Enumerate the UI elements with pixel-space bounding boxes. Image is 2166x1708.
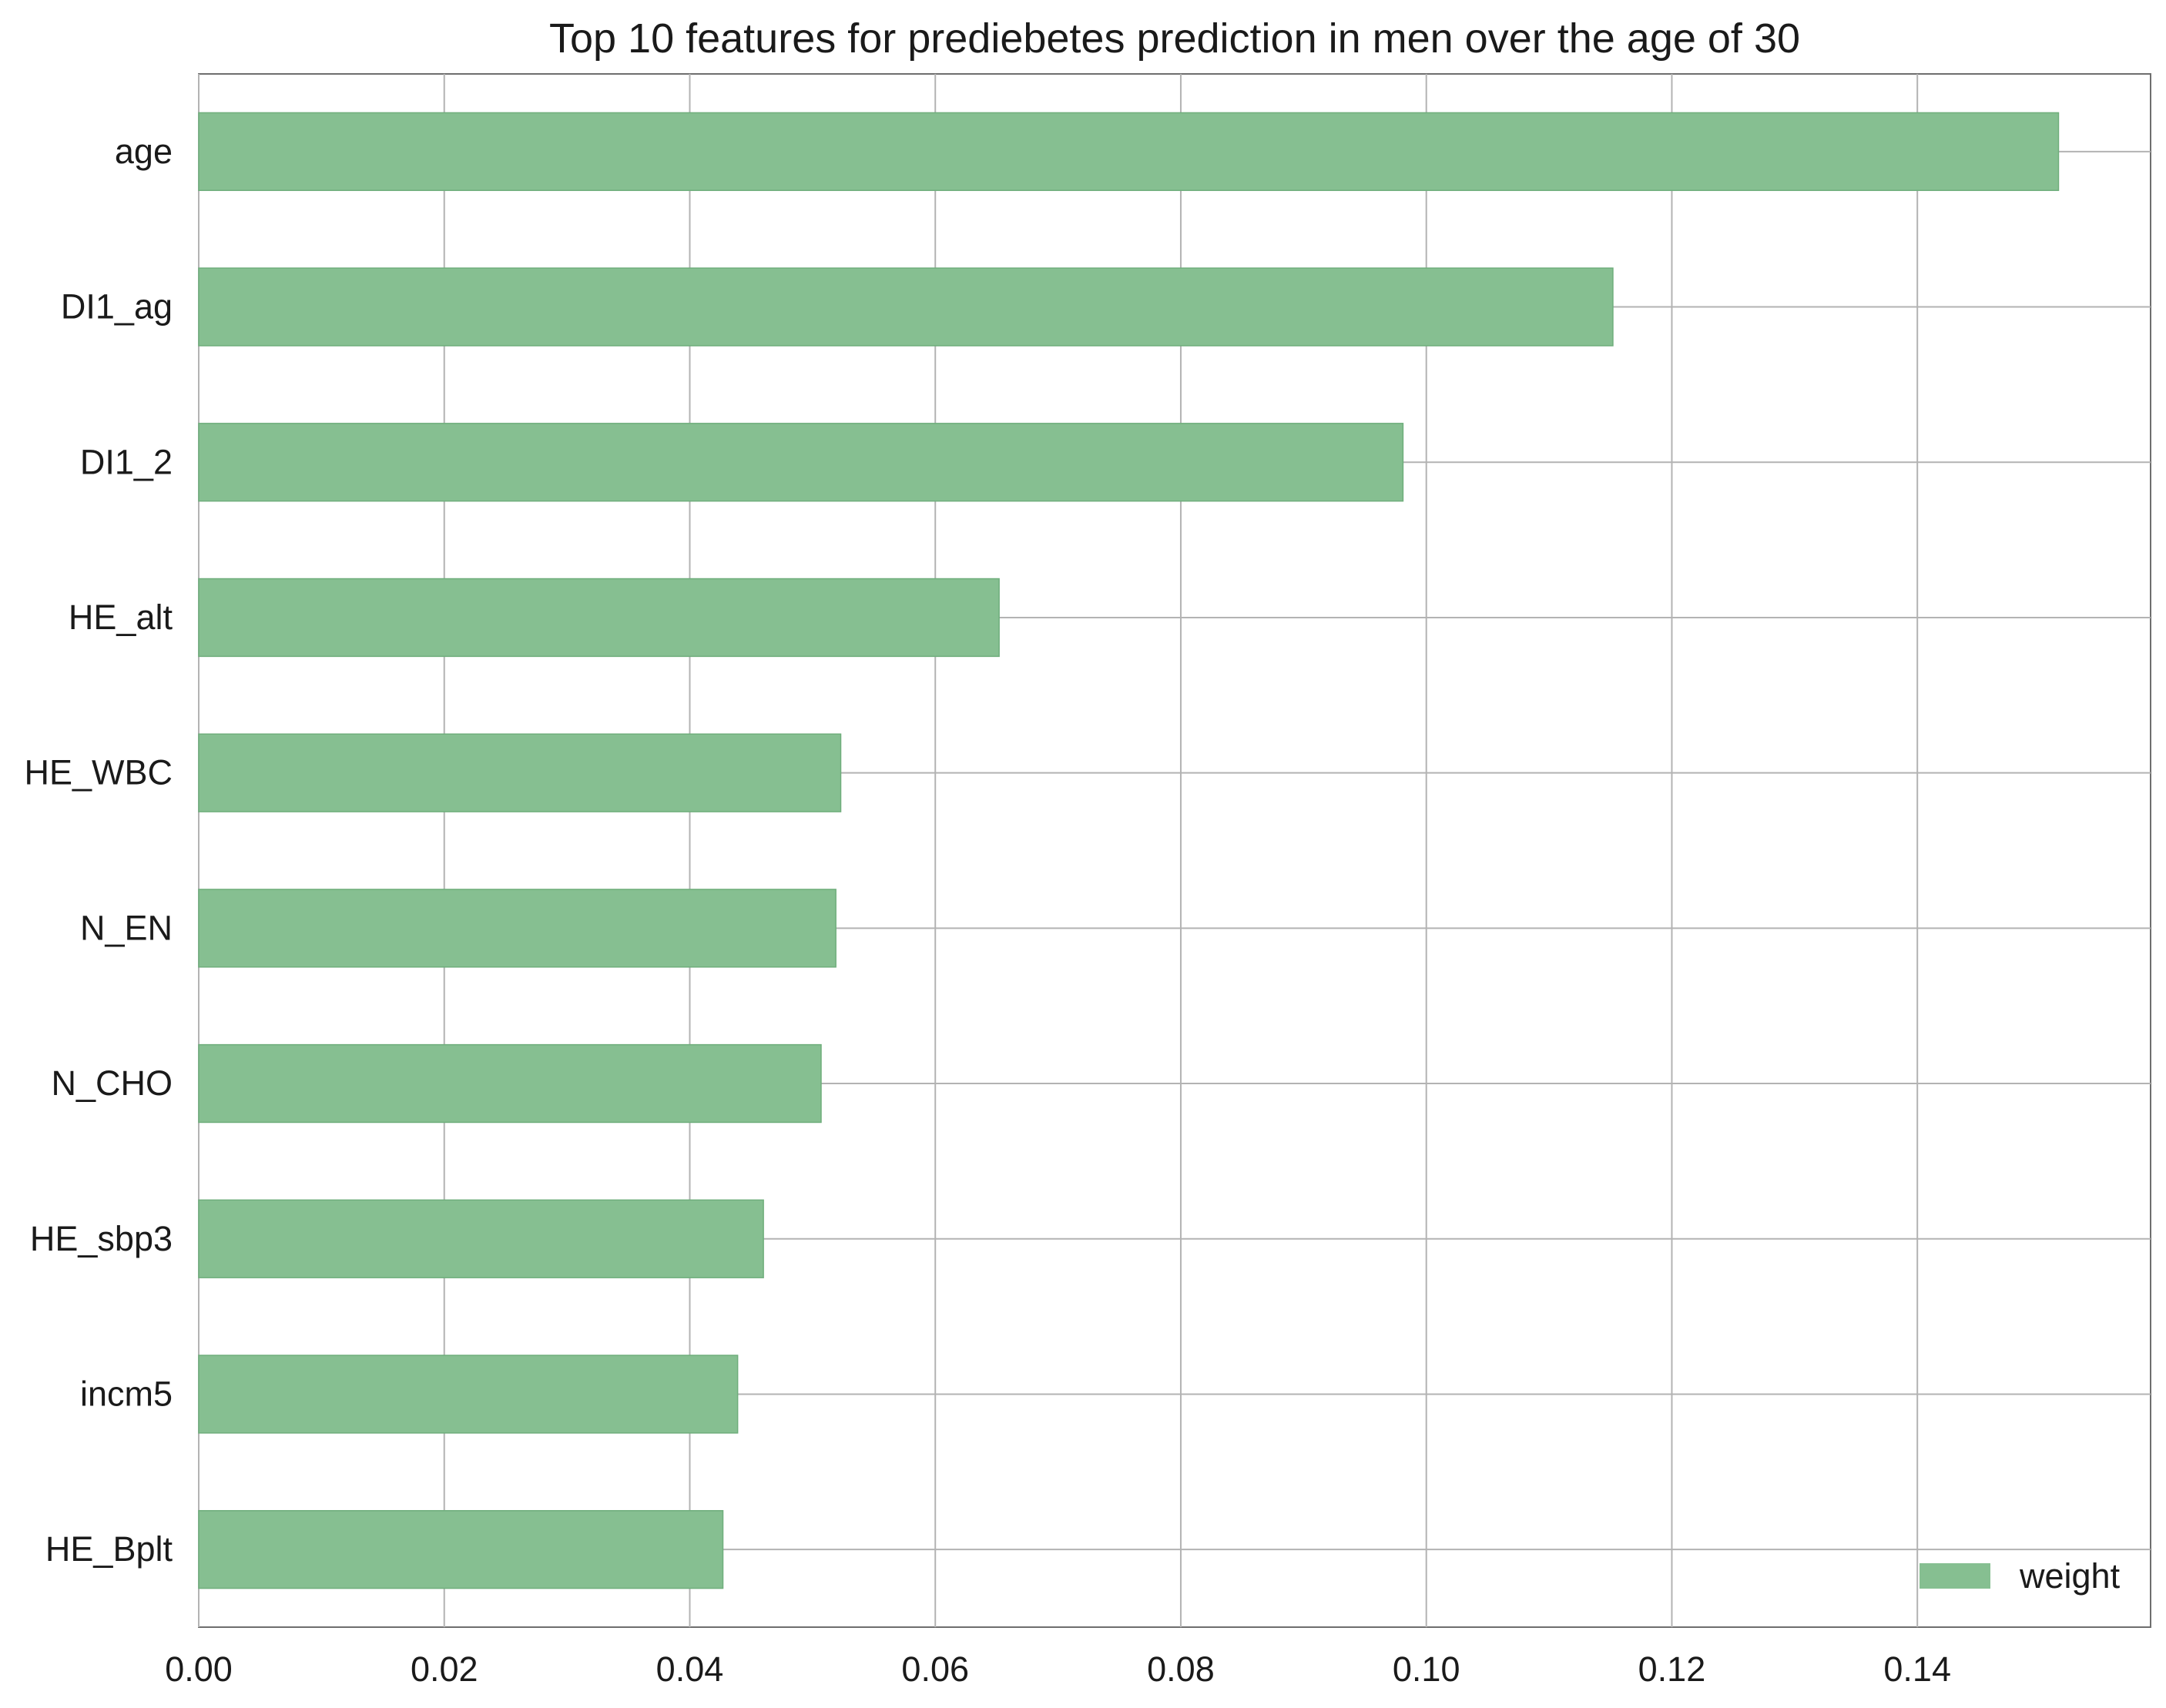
y-tick-label: DI1_2 bbox=[80, 442, 173, 481]
legend: weight bbox=[1920, 1556, 2121, 1596]
bar-N_EN bbox=[198, 889, 837, 968]
legend-swatch-weight bbox=[1920, 1563, 1990, 1589]
bar-DI1_2 bbox=[198, 423, 1404, 502]
x-tick-label: 0.10 bbox=[1393, 1649, 1460, 1689]
bar-HE_sbp3 bbox=[198, 1199, 764, 1278]
y-tick-label: DI1_ag bbox=[61, 287, 173, 327]
x-tick-label: 0.00 bbox=[165, 1649, 233, 1689]
bar-DI1_ag bbox=[198, 267, 1614, 347]
y-tick-label: HE_sbp3 bbox=[30, 1219, 173, 1258]
y-tick-label: HE_Bplt bbox=[45, 1529, 173, 1569]
bar-HE_WBC bbox=[198, 733, 842, 812]
chart-title: Top 10 features for prediebetes predicti… bbox=[549, 15, 1800, 62]
x-tick-label: 0.02 bbox=[411, 1649, 478, 1689]
y-tick-label: HE_WBC bbox=[24, 753, 173, 792]
bar-HE_alt bbox=[198, 578, 1000, 658]
bar-HE_Bplt bbox=[198, 1509, 724, 1589]
x-tick-label: 0.08 bbox=[1147, 1649, 1215, 1689]
x-tick-label: 0.12 bbox=[1638, 1649, 1706, 1689]
y-tick-label: N_CHO bbox=[51, 1063, 173, 1103]
x-tick-label: 0.14 bbox=[1883, 1649, 1951, 1689]
legend-label-weight: weight bbox=[2019, 1556, 2121, 1596]
bar-N_CHO bbox=[198, 1043, 822, 1124]
x-axis-tick-labels: 0.00 0.02 0.04 0.06 0.08 0.10 0.12 0.14 bbox=[165, 1649, 1951, 1689]
bar-incm5 bbox=[198, 1355, 739, 1434]
x-tick-label: 0.06 bbox=[901, 1649, 969, 1689]
y-tick-label: age bbox=[115, 132, 173, 171]
y-tick-label: HE_alt bbox=[69, 598, 173, 637]
y-tick-label: incm5 bbox=[80, 1374, 173, 1413]
x-tick-label: 0.04 bbox=[656, 1649, 724, 1689]
bars bbox=[198, 112, 2060, 1589]
bar-age bbox=[198, 112, 2060, 192]
y-tick-label: N_EN bbox=[80, 908, 173, 947]
y-axis-tick-labels: age DI1_ag DI1_2 HE_alt HE_WBC N_EN N_CHO HE_sb… bbox=[24, 132, 173, 1569]
